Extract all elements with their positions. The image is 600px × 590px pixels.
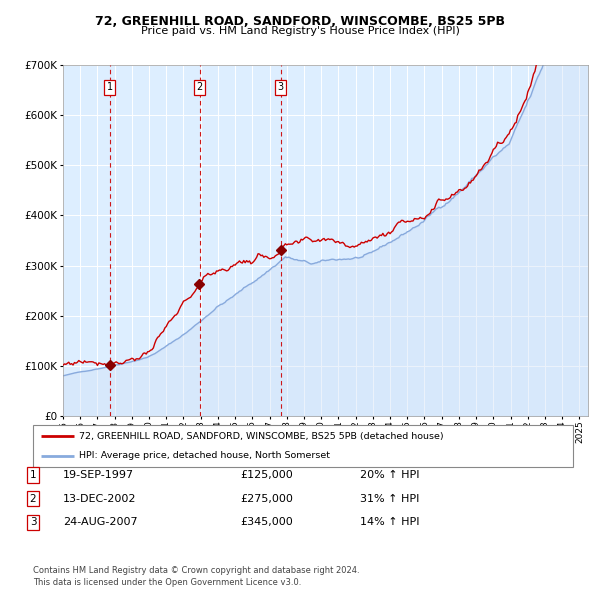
Text: 2: 2 xyxy=(29,494,37,503)
Text: 2: 2 xyxy=(197,83,203,93)
Text: £275,000: £275,000 xyxy=(240,494,293,503)
Text: 3: 3 xyxy=(278,83,284,93)
FancyBboxPatch shape xyxy=(33,425,573,467)
Text: 13-DEC-2002: 13-DEC-2002 xyxy=(63,494,137,503)
Text: 24-AUG-2007: 24-AUG-2007 xyxy=(63,517,137,527)
Text: 1: 1 xyxy=(107,83,113,93)
Text: 72, GREENHILL ROAD, SANDFORD, WINSCOMBE, BS25 5PB (detached house): 72, GREENHILL ROAD, SANDFORD, WINSCOMBE,… xyxy=(79,432,443,441)
Text: 3: 3 xyxy=(29,517,37,527)
Text: Contains HM Land Registry data © Crown copyright and database right 2024.
This d: Contains HM Land Registry data © Crown c… xyxy=(33,566,359,587)
Text: 72, GREENHILL ROAD, SANDFORD, WINSCOMBE, BS25 5PB: 72, GREENHILL ROAD, SANDFORD, WINSCOMBE,… xyxy=(95,15,505,28)
Text: £345,000: £345,000 xyxy=(240,517,293,527)
Text: 19-SEP-1997: 19-SEP-1997 xyxy=(63,470,134,480)
Text: £125,000: £125,000 xyxy=(240,470,293,480)
Text: 14% ↑ HPI: 14% ↑ HPI xyxy=(360,517,419,527)
Text: 20% ↑ HPI: 20% ↑ HPI xyxy=(360,470,419,480)
Text: 31% ↑ HPI: 31% ↑ HPI xyxy=(360,494,419,503)
Text: HPI: Average price, detached house, North Somerset: HPI: Average price, detached house, Nort… xyxy=(79,451,330,460)
Text: 1: 1 xyxy=(29,470,37,480)
Text: Price paid vs. HM Land Registry's House Price Index (HPI): Price paid vs. HM Land Registry's House … xyxy=(140,26,460,36)
